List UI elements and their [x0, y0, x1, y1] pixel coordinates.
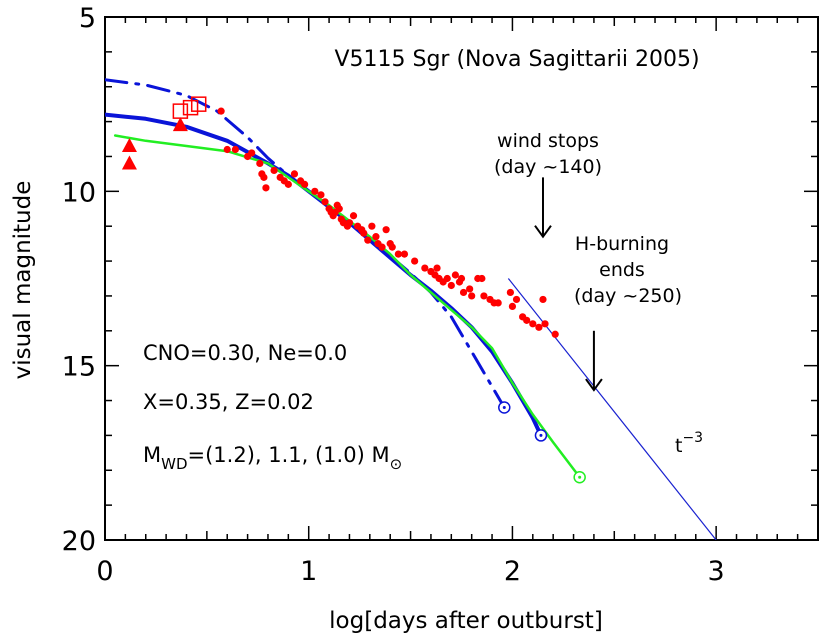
end-marker-dot: [578, 475, 582, 479]
wind-stops-annotation: wind stops (day ~140): [494, 130, 602, 178]
param-mwd-m: M: [143, 443, 161, 467]
model-curve-1.1: [105, 112, 543, 438]
observed-point: [360, 229, 368, 237]
observed-point: [523, 316, 531, 324]
end-marker-dot: [502, 406, 506, 410]
powerlaw-t-3-line: [507, 278, 717, 540]
data-layer: [105, 78, 717, 540]
observed-point: [290, 170, 299, 178]
model-curve-1.2-dashdot: [105, 78, 506, 409]
observed-point: [394, 250, 402, 258]
observed-point: [539, 295, 547, 304]
powerlaw-base: t: [675, 435, 682, 457]
observed-point: [260, 173, 268, 181]
param-mwd-values: =(1.2), 1.1, (1.0) M: [188, 443, 390, 467]
param-mwd: MWD=(1.2), 1.1, (1.0) M⊙: [143, 443, 402, 473]
observed-point: [447, 281, 455, 290]
observed-point: [321, 198, 329, 206]
observed-square: [190, 96, 207, 112]
x-tick-label: 0: [96, 556, 113, 587]
y-axis-title: visual magnitude: [10, 181, 36, 380]
observed-point: [459, 288, 468, 297]
param-x-z: X=0.35, Z=0.02: [143, 390, 314, 414]
x-axis-title: log[days after outburst]: [329, 608, 603, 634]
observed-point: [345, 219, 354, 227]
param-mwd-sub: WD: [161, 455, 187, 473]
solar-symbol: ⊙: [390, 455, 403, 473]
h-burning-annotation: H-burning ends (day ~250): [574, 233, 682, 307]
observed-point: [382, 226, 390, 234]
observed-point: [317, 191, 325, 199]
observed-point: [466, 285, 474, 293]
observed-point: [364, 236, 372, 244]
observed-point: [400, 250, 409, 258]
observed-point: [541, 320, 549, 328]
observed-point: [270, 166, 278, 175]
parameters-text: CNO=0.30, Ne=0.0 X=0.35, Z=0.02 MWD=(1.2…: [143, 341, 402, 473]
observed-triangle: [121, 138, 137, 153]
observed-point: [372, 233, 380, 241]
observed-point: [378, 243, 386, 251]
observed-point: [284, 180, 292, 188]
observed-triangle: [121, 155, 137, 170]
observed-point: [262, 184, 270, 192]
plot-frame: [104, 16, 819, 541]
param-cno-ne: CNO=0.30, Ne=0.0: [143, 341, 347, 365]
observed-point: [411, 257, 419, 265]
wind-stops-arrow-head: [534, 225, 552, 239]
observed-point: [311, 187, 319, 195]
powerlaw-exponent: −3: [682, 430, 703, 446]
observed-square: [172, 103, 189, 119]
observed-point: [451, 271, 459, 279]
wind-stops-day: (day ~140): [494, 156, 602, 178]
y-tick-label: 20: [62, 526, 96, 557]
x-tick-label: 2: [504, 556, 521, 587]
chart-title: V5115 Sgr (Nova Sagittarii 2005): [334, 47, 699, 72]
observed-point: [248, 149, 256, 157]
h-burning-day: (day ~250): [574, 285, 682, 307]
observed-point: [335, 205, 343, 213]
observed-point: [506, 288, 514, 297]
end-marker-dot: [539, 433, 543, 437]
h-burning-ends: ends: [599, 259, 645, 281]
observed-point: [443, 274, 451, 283]
y-tick-label: 10: [62, 177, 96, 208]
x-tick-label: 1: [300, 556, 317, 587]
observed-point: [231, 145, 239, 154]
observed-point: [349, 212, 358, 220]
h-burning-arrow-head: [585, 378, 603, 392]
observed-point: [223, 145, 231, 154]
observed-point: [256, 159, 264, 168]
observed-triangle: [172, 117, 188, 132]
h-burning-label: H-burning: [575, 233, 669, 255]
observed-point: [508, 302, 517, 310]
wind-stops-label: wind stops: [497, 130, 599, 152]
observed-square: [182, 99, 199, 116]
y-tick-label: 5: [79, 3, 96, 34]
observed-point: [433, 264, 441, 272]
plot-area: 0 1 2 3 5 10 15 20: [62, 3, 819, 587]
observed-point: [217, 107, 225, 115]
powerlaw-label: t−3: [675, 430, 703, 457]
observed-point: [301, 180, 309, 188]
observed-point: [480, 292, 488, 300]
observed-point: [529, 320, 537, 328]
y-tick-label: 15: [62, 352, 96, 383]
observed-point: [494, 299, 502, 307]
observed-point: [551, 330, 559, 338]
observed-point: [388, 243, 396, 251]
observed-point: [478, 274, 486, 283]
observed-point: [368, 222, 376, 230]
observed-point: [535, 323, 543, 331]
observed-point: [457, 274, 466, 283]
observed-point: [421, 264, 429, 272]
observed-point: [512, 295, 521, 304]
x-tick-label: 3: [708, 556, 725, 587]
observed-point: [468, 292, 476, 300]
